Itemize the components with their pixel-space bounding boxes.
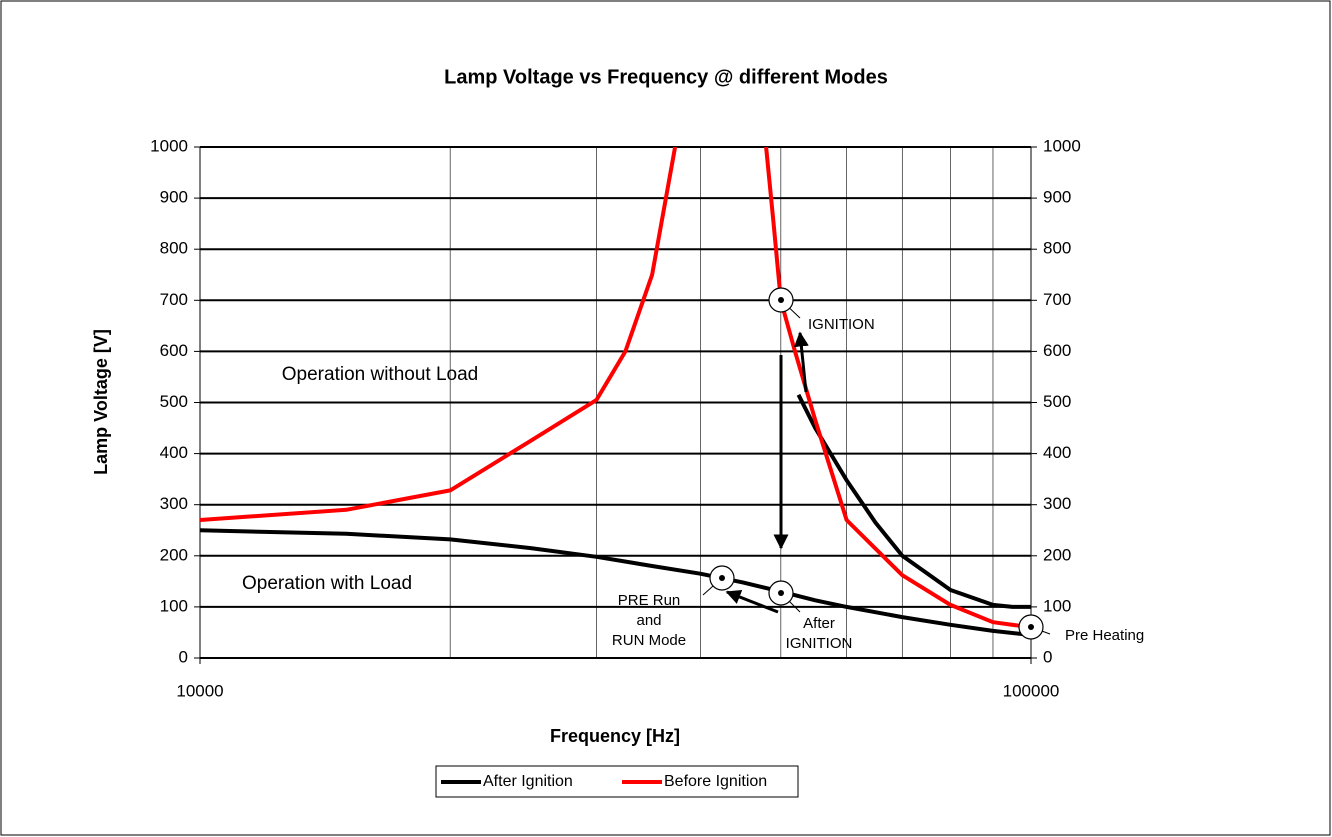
annotation-dot: [778, 590, 784, 596]
y-tick-label: 600: [160, 341, 188, 360]
y2-tick-label: 100: [1043, 596, 1071, 615]
y-tick-label: 0: [179, 647, 188, 666]
annotation-text: Pre Heating: [1065, 627, 1144, 644]
y-tick-label: 500: [160, 392, 188, 411]
annotation-text: IGNITION: [808, 316, 875, 333]
y2-tick-label: 1000: [1043, 136, 1081, 155]
legend-label: After Ignition: [483, 773, 573, 790]
annotation-dot: [1028, 624, 1034, 630]
arrow: [725, 589, 779, 614]
legend-box: [435, 765, 799, 798]
y-tick-label: 800: [160, 239, 188, 258]
y2-tick-label: 500: [1043, 392, 1071, 411]
y2-tick-label: 900: [1043, 188, 1071, 207]
y2-tick-label: 0: [1043, 647, 1052, 666]
annotation-dot: [719, 575, 725, 581]
series-line: [200, 147, 1031, 630]
y-tick-label: 1000: [150, 136, 188, 155]
legend-label: Before Ignition: [664, 773, 767, 790]
y-tick-label: 900: [160, 188, 188, 207]
y2-tick-label: 700: [1043, 290, 1071, 309]
y2-tick-label: 200: [1043, 545, 1071, 564]
y2-tick-label: 400: [1043, 443, 1071, 462]
y2-tick-label: 800: [1043, 239, 1071, 258]
annotation-dot: [778, 297, 784, 303]
legend: After Ignition Before Ignition: [435, 765, 799, 798]
y2-tick-label: 300: [1043, 494, 1071, 513]
plot-border: [199, 146, 1032, 659]
x-axis-label: Frequency [Hz]: [550, 726, 680, 746]
y2-tick-label: 600: [1043, 341, 1071, 360]
annotation-text: IGNITION: [786, 635, 853, 652]
y-tick-label: 100: [160, 596, 188, 615]
x-tick-label: 10000: [176, 681, 223, 700]
arrow: [793, 331, 809, 393]
annotation-text: and: [636, 612, 661, 629]
y-axis-label: Lamp Voltage [V]: [91, 329, 111, 475]
series-line: [200, 393, 1031, 637]
y-tick-label: 700: [160, 290, 188, 309]
y-tick-label: 300: [160, 494, 188, 513]
y-tick-label: 400: [160, 443, 188, 462]
annotation-text: RUN Mode: [612, 632, 686, 649]
x-tick-label: 100000: [1003, 681, 1060, 700]
annotation-text: Operation with Load: [242, 573, 412, 594]
plot-area: [194, 146, 1037, 664]
annotation-text: Operation without Load: [282, 364, 478, 385]
y-tick-label: 200: [160, 545, 188, 564]
chart-title: Lamp Voltage vs Frequency @ different Mo…: [444, 66, 888, 88]
annotation-text: PRE Run: [618, 592, 681, 609]
annotation-text: After: [803, 615, 835, 632]
